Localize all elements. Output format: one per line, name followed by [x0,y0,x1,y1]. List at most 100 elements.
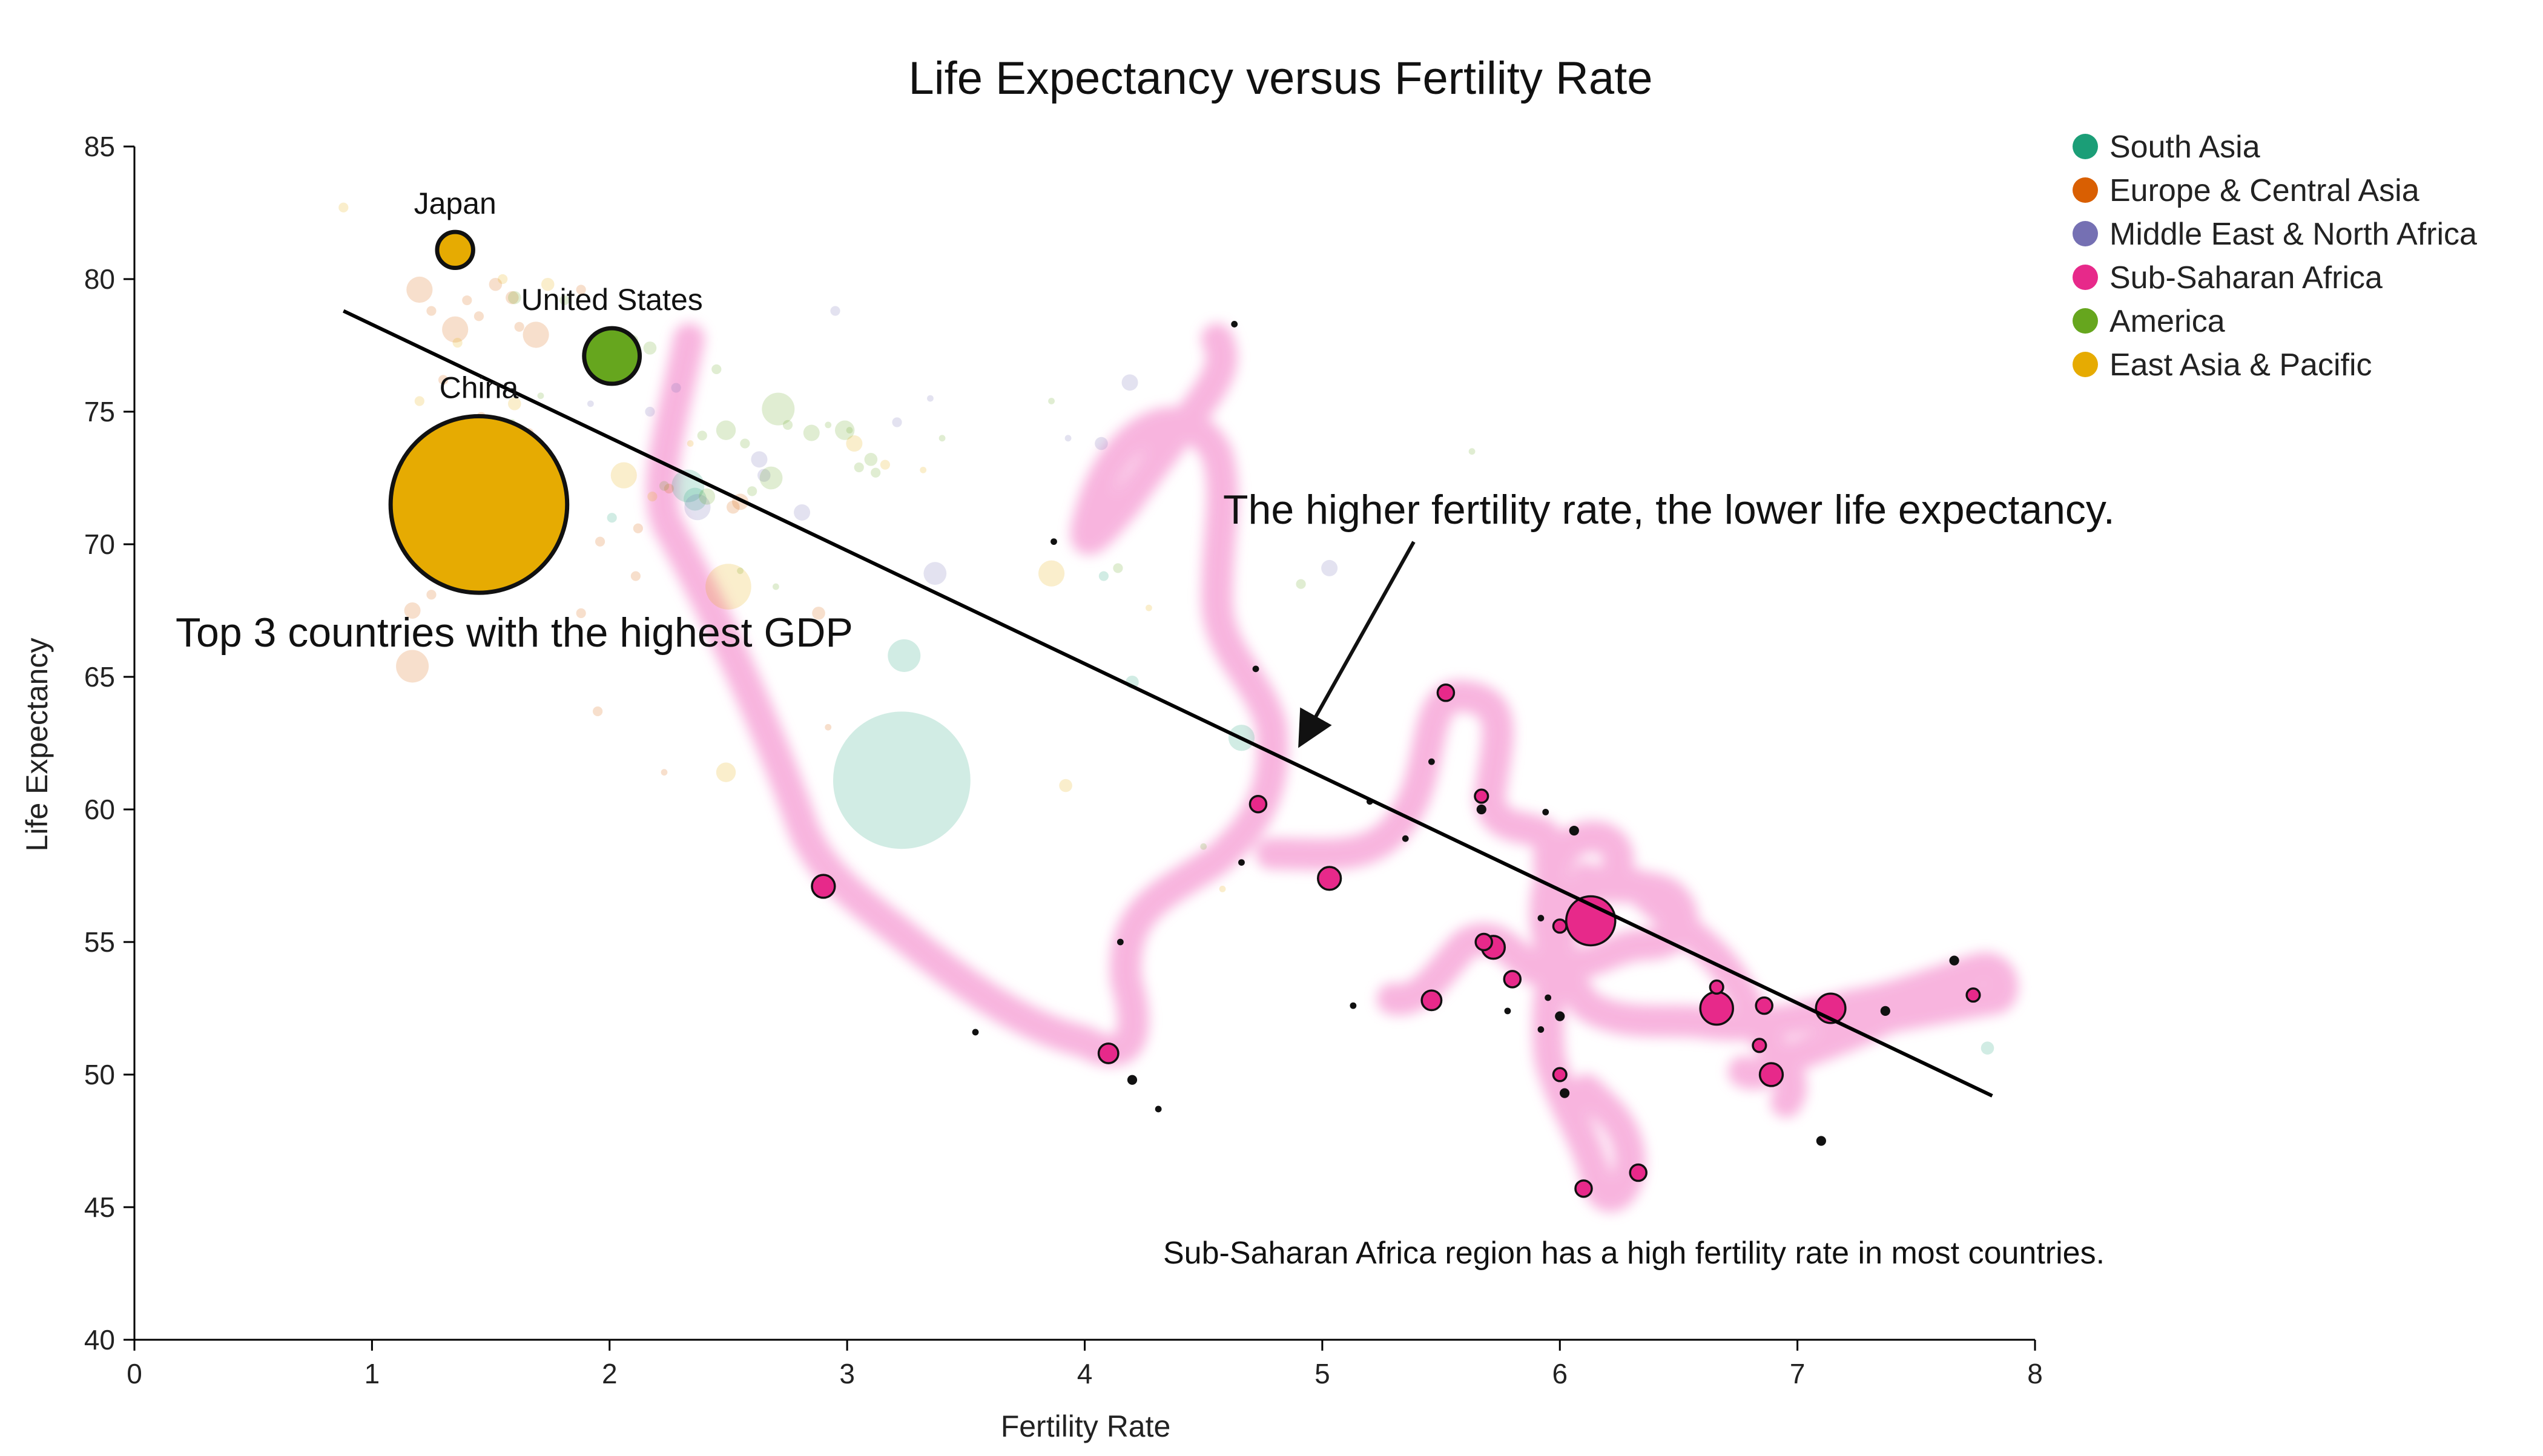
background-point [711,364,722,375]
x-tick-label: 1 [364,1358,380,1389]
sub-saharan-point [1051,538,1057,545]
sub-saharan-point [1880,1006,1890,1016]
sub-saharan-point [1252,665,1259,673]
background-point [438,375,449,385]
background-point [740,438,750,449]
x-tick-label: 2 [602,1358,618,1389]
legend-swatch [2073,308,2098,334]
background-point [759,466,783,490]
background-point [630,571,641,581]
background-point [871,467,881,478]
background-point [1321,559,1338,576]
background-point [595,536,605,547]
background-point [830,306,840,316]
background-point [762,392,795,426]
sub-saharan-point [1350,1002,1357,1009]
background-point [1146,604,1152,611]
sub-saharan-point [1097,1043,1120,1064]
background-point [1059,779,1072,792]
background-point [726,500,740,514]
background-point [671,383,681,393]
background-point [576,608,586,618]
background-point [498,274,508,285]
background-point [892,417,902,427]
background-point [396,650,429,683]
sub-saharan-point [1420,989,1443,1012]
background-point [593,706,603,717]
sub-saharan-point [1155,1105,1162,1113]
background-point [1048,398,1055,404]
highlight-point-china [388,414,570,595]
background-point [1095,436,1108,450]
background-point [927,395,934,402]
y-tick-label: 50 [84,1059,115,1090]
sub-saharan-point [1552,1067,1568,1082]
background-point [812,607,825,620]
sub-saharan-point [1116,938,1124,946]
background-point [452,338,463,348]
background-point [794,504,811,521]
sub-saharan-highlight-path-c [1532,862,1646,1212]
legend-swatch [2073,352,2098,377]
background-point [747,486,757,496]
sub-saharan-point [1476,804,1486,815]
y-tick-label: 70 [84,529,115,560]
background-point [1468,448,1476,455]
legend-swatch [2073,265,2098,290]
sub-saharan-point [972,1029,979,1036]
y-axis-ticks: 40 45 50 55 60 65 70 75 80 85 [84,131,134,1356]
background-point [489,277,503,291]
sub-saharan-point [1758,1062,1784,1087]
background-point [661,769,668,776]
highlighted-countries: Japan United States China [388,186,703,595]
background-point [426,306,437,316]
sub-saharan-point [1537,1026,1545,1033]
sub-saharan-point [1238,859,1245,866]
sub-saharan-highlight [646,323,2019,1212]
background-point [647,492,658,502]
background-point [508,397,521,410]
sub-saharan-point [1537,915,1545,921]
background-point [1200,843,1207,850]
background-point [854,462,864,473]
sub-saharan-highlight-path-b [1256,680,1698,980]
background-point [462,295,472,306]
background-point [659,481,670,491]
y-axis-title: Life Expectancy [20,638,54,852]
sub-saharan-point [1474,788,1489,804]
sub-saharan-point [811,874,836,899]
sub-saharan-point [1503,970,1522,989]
trend-line [343,309,1993,1098]
legend-label: East Asia & Pacific [2109,348,2372,383]
x-tick-label: 7 [1790,1358,1806,1389]
background-point [610,462,637,489]
x-axis-ticks: 0 1 2 3 4 5 6 7 8 [127,1340,2043,1389]
highlight-point-japan [435,229,475,271]
annotation-gdp-note: Top 3 countries with the highest GDP [176,610,853,656]
sub-saharan-point [1542,808,1549,815]
background-point [541,277,555,291]
y-tick-label: 75 [84,396,115,427]
x-tick-label: 3 [839,1358,855,1389]
annotation-africa-note: Sub-Saharan Africa region has a high fer… [1163,1236,2105,1271]
background-point [607,513,617,523]
legend-label: South Asia [2109,130,2260,165]
x-tick-label: 4 [1077,1358,1093,1389]
background-point [1121,374,1138,391]
sub-saharan-highlight-path-e [1619,868,1807,1118]
legend-label: Middle East & North Africa [2109,217,2477,252]
sub-saharan-point [1248,794,1268,814]
background-point [835,420,855,440]
sub-saharan-point [1504,1007,1511,1015]
background-point [1113,563,1123,573]
y-tick-label: 45 [84,1191,115,1223]
background-point [803,424,820,441]
y-tick-label: 80 [84,263,115,295]
y-tick-label: 40 [84,1324,115,1356]
sub-saharan-point [1127,1075,1138,1085]
background-point [699,488,716,505]
y-tick-label: 85 [84,131,115,162]
background-point [684,487,707,511]
highlight-point-united-states [582,326,642,386]
background-point [825,723,832,731]
